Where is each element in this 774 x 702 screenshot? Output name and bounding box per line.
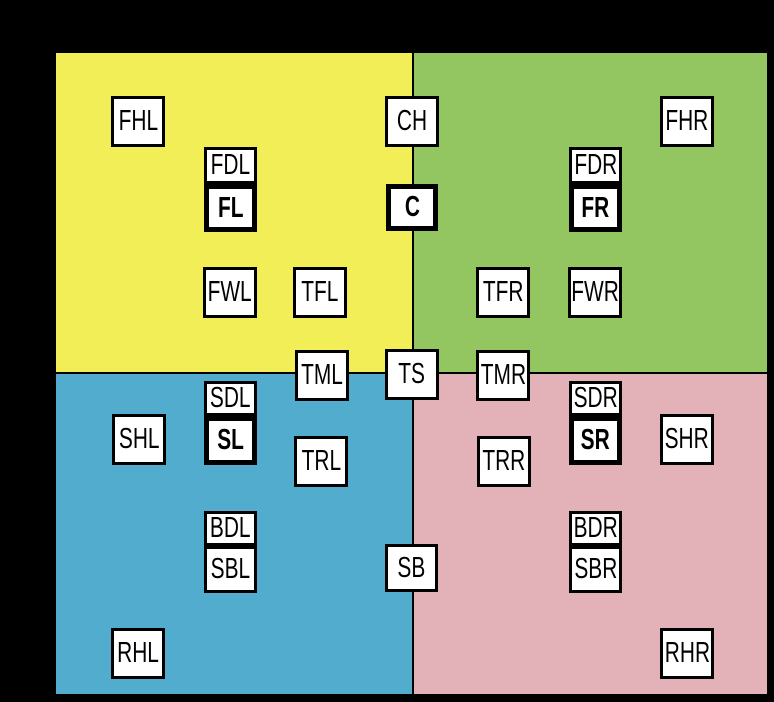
speaker-box-sb: SB bbox=[385, 544, 438, 592]
speaker-box-tmr: TMR bbox=[476, 350, 530, 401]
speaker-box-fl: FL bbox=[204, 184, 257, 232]
speaker-box-ts: TS bbox=[385, 349, 439, 400]
speaker-box-label: TRL bbox=[301, 445, 341, 477]
speaker-box-label: CH bbox=[396, 105, 428, 137]
speaker-box-ch: CH bbox=[385, 96, 439, 147]
speaker-box-tml: TML bbox=[295, 350, 349, 401]
speaker-box-label: FDR bbox=[574, 149, 617, 181]
speaker-box-label: SL bbox=[217, 424, 244, 456]
speaker-box-rhr: RHR bbox=[660, 628, 714, 679]
speaker-box-sbr: SBR bbox=[569, 546, 622, 593]
speaker-box-fr: FR bbox=[569, 184, 622, 232]
speaker-box-label: RHR bbox=[664, 637, 710, 669]
speaker-box-sbl: SBL bbox=[204, 546, 257, 593]
speaker-box-fhl: FHL bbox=[111, 96, 165, 147]
speaker-layout-diagram: FHL FDL FL FWL TFL CH C FDR FR FHR TFR FWR TML TS TMR S… bbox=[56, 53, 767, 694]
speaker-box-label: TS bbox=[398, 358, 426, 390]
speaker-box-label: TFR bbox=[482, 276, 524, 308]
speaker-box-label: SDR bbox=[573, 382, 618, 414]
speaker-box-shl: SHL bbox=[112, 414, 166, 465]
speaker-box-label: FDL bbox=[210, 149, 251, 181]
speaker-box-label: FWR bbox=[571, 276, 619, 308]
speaker-box-label: TFL bbox=[301, 276, 339, 308]
speaker-box-trr: TRR bbox=[477, 436, 531, 487]
speaker-box-fdr: FDR bbox=[569, 147, 622, 184]
speaker-box-rhl: RHL bbox=[111, 628, 165, 679]
speaker-box-tfl: TFL bbox=[293, 267, 347, 318]
speaker-box-sl: SL bbox=[204, 416, 257, 465]
speaker-box-label: FR bbox=[581, 191, 610, 224]
speaker-box-label: TRR bbox=[482, 445, 526, 477]
speaker-box-trl: TRL bbox=[294, 436, 348, 487]
speaker-box-bdr: BDR bbox=[569, 511, 622, 546]
speaker-box-c: C bbox=[386, 184, 438, 231]
speaker-box-label: SBL bbox=[210, 553, 251, 585]
speaker-box-label: SBR bbox=[574, 553, 617, 585]
speaker-box-label: SHL bbox=[118, 423, 160, 455]
speaker-box-label: FHR bbox=[665, 105, 709, 137]
speaker-box-label: SB bbox=[397, 551, 426, 584]
speaker-box-fwr: FWR bbox=[568, 267, 622, 318]
speaker-box-label: TMR bbox=[480, 359, 526, 391]
speaker-box-label: FHL bbox=[118, 105, 158, 137]
speaker-box-tfr: TFR bbox=[476, 267, 530, 318]
speaker-box-sdl: SDL bbox=[204, 381, 257, 416]
speaker-box-sr: SR bbox=[569, 416, 622, 465]
speaker-box-label: FWL bbox=[207, 276, 253, 308]
speaker-box-label: BDL bbox=[210, 512, 251, 544]
speaker-box-sdr: SDR bbox=[569, 381, 622, 416]
speaker-box-fdl: FDL bbox=[204, 147, 257, 184]
speaker-box-label: SHR bbox=[664, 423, 710, 455]
speaker-box-label: FL bbox=[217, 191, 244, 224]
speaker-box-label: RHL bbox=[117, 637, 159, 669]
speaker-box-label: BDR bbox=[573, 512, 618, 544]
speaker-box-shr: SHR bbox=[660, 414, 714, 465]
speaker-box-label: SDL bbox=[210, 382, 251, 414]
speaker-box-bdl: BDL bbox=[204, 511, 257, 546]
speaker-box-label: C bbox=[404, 191, 420, 223]
speaker-box-fhr: FHR bbox=[660, 96, 714, 147]
speaker-box-label: SR bbox=[580, 424, 610, 456]
speaker-box-fwl: FWL bbox=[203, 267, 257, 318]
speaker-box-label: TML bbox=[301, 359, 343, 391]
